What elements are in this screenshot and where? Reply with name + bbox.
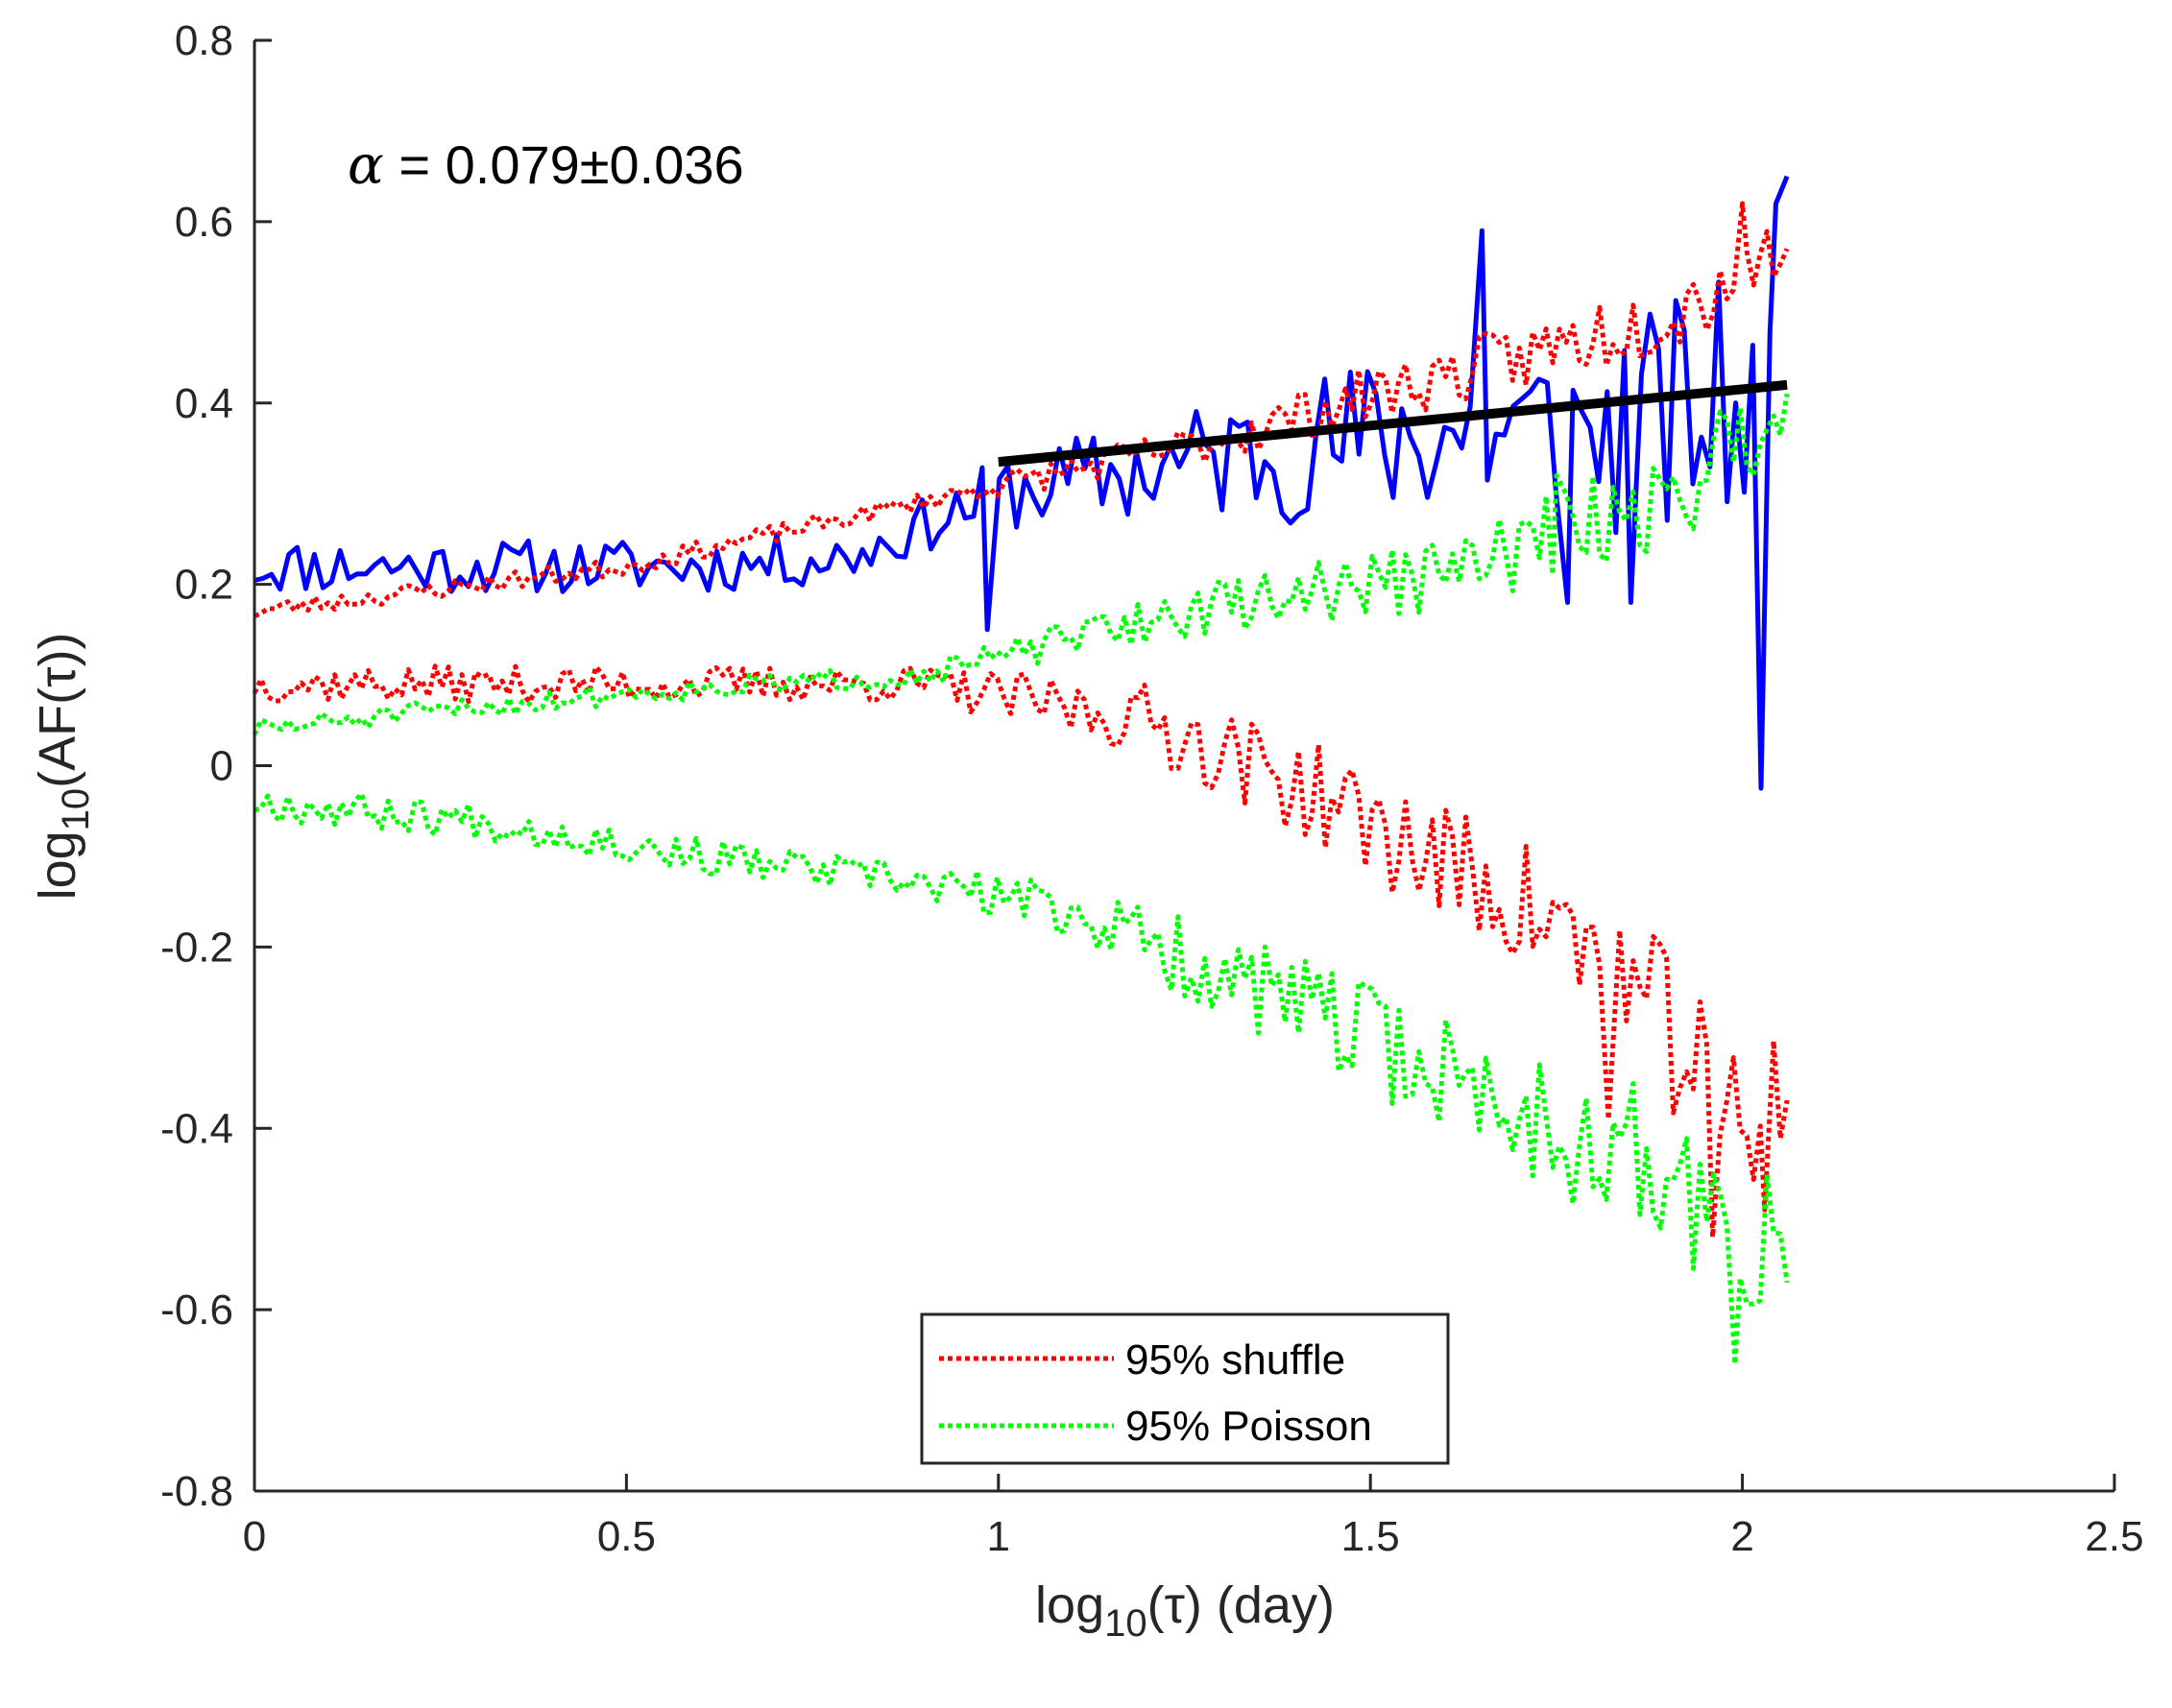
legend: 95% shuffle 95% Poisson (920, 1312, 1450, 1465)
y-tick-label: 0.4 (175, 380, 233, 427)
y-tick-label: -0.2 (160, 924, 233, 971)
x-tick-label: 0.5 (597, 1513, 656, 1560)
series-line-4 (253, 791, 1790, 1367)
x-tick-label: 0 (243, 1513, 266, 1560)
fit-line (998, 379, 1788, 468)
x-axis-title-subscript: 10 (1104, 1602, 1147, 1645)
series-line-1 (253, 201, 1790, 619)
y-tick-label: 0.2 (175, 562, 233, 609)
x-axis-title: log10(τ) (day) (1035, 1576, 1335, 1645)
x-tick-label: 1 (987, 1513, 1010, 1560)
series-line-0 (253, 175, 1790, 791)
alpha-symbol: α (348, 134, 384, 197)
legend-label-poisson: 95% Poisson (1125, 1403, 1372, 1450)
x-tick-label: 2 (1730, 1513, 1753, 1560)
legend-box (920, 1312, 1450, 1465)
series-line-3 (252, 393, 1790, 736)
series-line-2 (252, 663, 1790, 1240)
fit-layer (998, 379, 1788, 468)
y-axis-title: log10(AF(τ)) (29, 633, 97, 901)
legend-label-shuffle: 95% shuffle (1125, 1336, 1345, 1383)
y-tick-label: 0 (210, 743, 233, 790)
y-tick-label: 0.6 (175, 199, 233, 246)
y-tick-label: 0.8 (175, 17, 233, 64)
y-tick-label: -0.8 (160, 1468, 233, 1515)
x-tick-label: 2.5 (2085, 1513, 2143, 1560)
series-layer (252, 175, 1790, 1367)
x-tick-label: 1.5 (1341, 1513, 1400, 1560)
alpha-annotation: α = 0.079±0.036 (348, 134, 744, 197)
y-axis-title-subscript: 10 (55, 788, 97, 831)
tick-layer: 0 0.5 1 1.5 2 2.5 -0.8 -0.6 -0.4 -0.2 0 0.2 0.4 0.6 0.… (160, 17, 2143, 1560)
y-tick-label: -0.6 (160, 1287, 233, 1334)
y-tick-label: -0.4 (160, 1105, 233, 1152)
